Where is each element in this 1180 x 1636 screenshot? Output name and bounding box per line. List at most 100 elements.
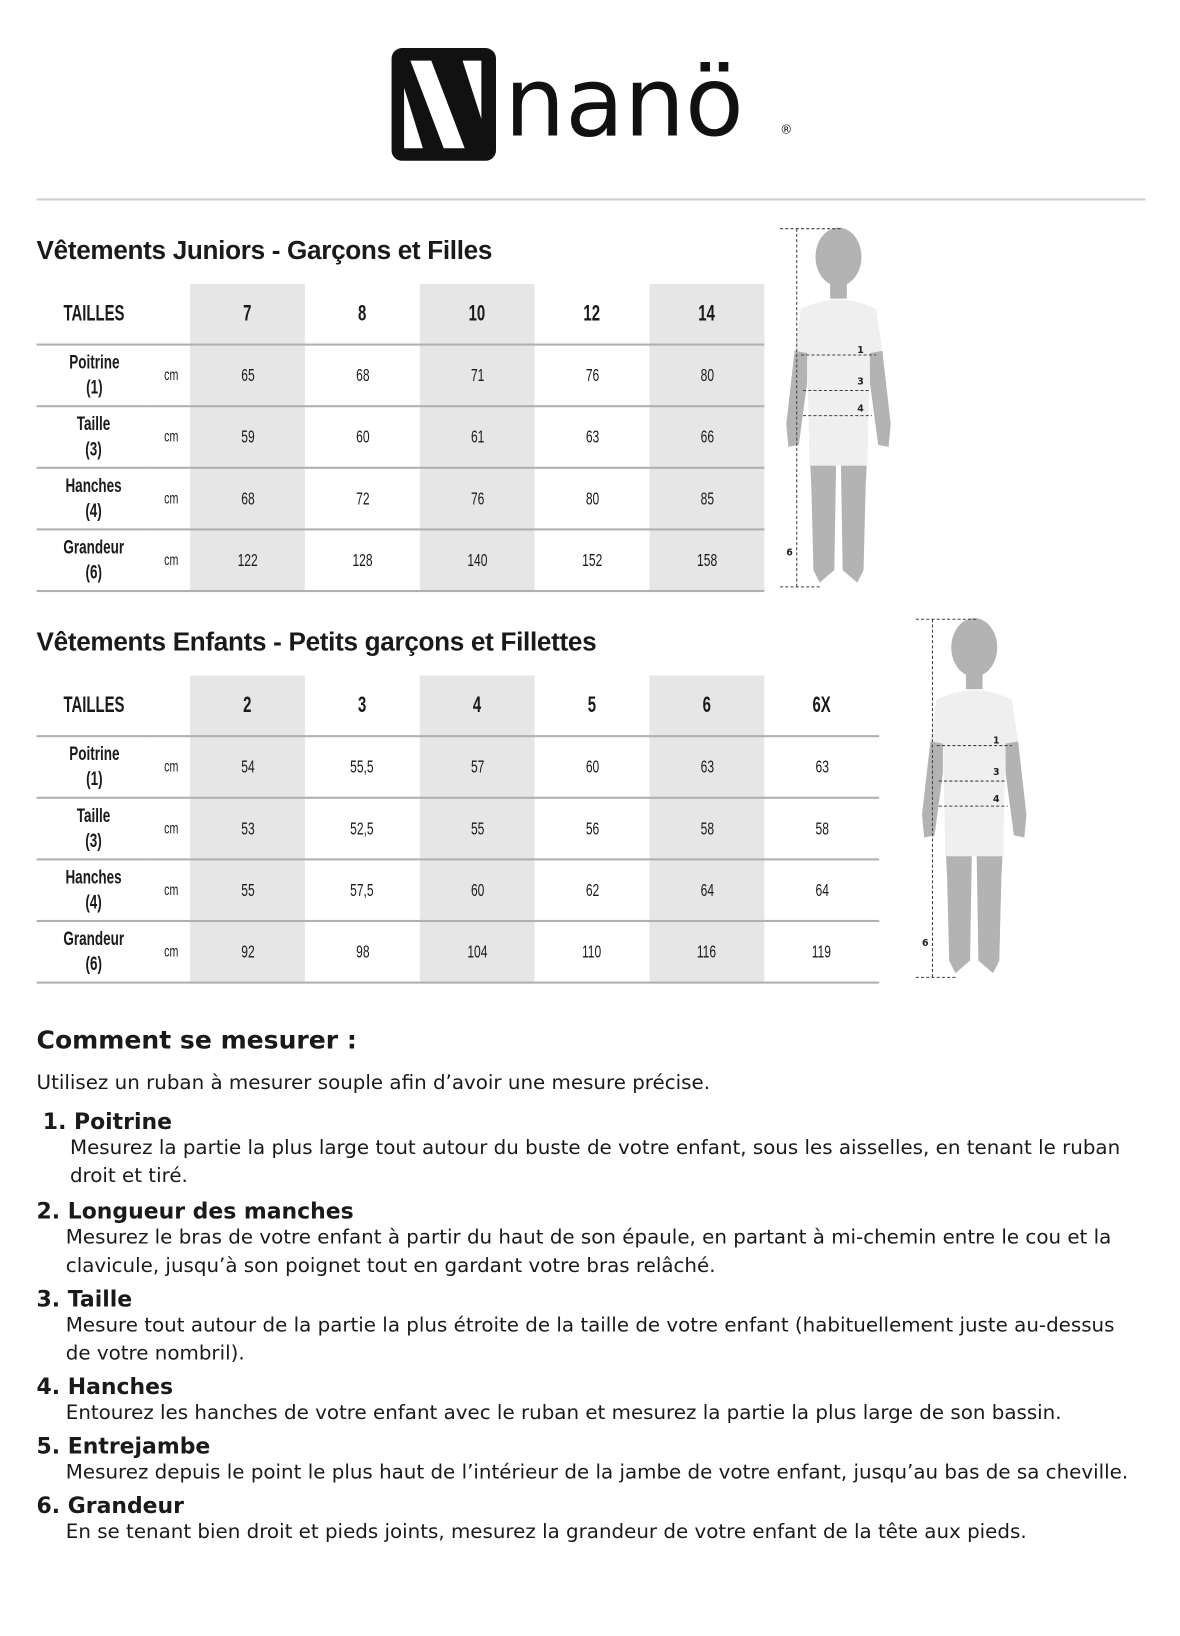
- nano-logo: nanö ®: [389, 46, 807, 167]
- measure-value: 68: [240, 488, 255, 509]
- howto-item: 2. Longueur des manches Mesurez le bras d…: [37, 1199, 1133, 1280]
- measure-value: 60: [355, 426, 370, 447]
- unit-label: cm: [163, 365, 178, 384]
- unit-label: cm: [163, 757, 178, 776]
- measure-value: 62: [585, 879, 599, 900]
- measure-value: 64: [700, 879, 714, 900]
- measure-value: 60: [470, 879, 484, 900]
- unit-label: cm: [163, 880, 178, 899]
- measure-value: 104: [467, 941, 488, 962]
- howto-item-text: En se tenant bien droit et pieds joints,…: [65, 1520, 1027, 1544]
- measure-label: Hanches (4): [65, 866, 123, 914]
- howto-title: Comment se mesurer :: [36, 1025, 357, 1055]
- sizes-header: TAILLES: [63, 301, 125, 326]
- measure-value: 55,5: [350, 756, 375, 777]
- mark-6: 6: [786, 548, 793, 559]
- measure-value: 122: [237, 549, 258, 570]
- table-row: Poitrine (1) cm 54 55,5 57 60 63 63: [36, 735, 880, 798]
- howto-item: 6. Grandeur En se tenant bien droit et pi…: [37, 1493, 1133, 1546]
- child-silhouette-icon: 1 3 4 6: [780, 227, 891, 588]
- measure-value: 63: [585, 426, 599, 447]
- howto-item: 3. Taille Mesure tout autour de la partie…: [37, 1286, 1133, 1367]
- measure-value: 58: [700, 818, 714, 838]
- measure-value: 152: [581, 549, 603, 570]
- measure-value: 76: [470, 488, 484, 509]
- measure-value: 58: [815, 818, 829, 838]
- howto-item-title: 4. Hanches: [36, 1374, 174, 1400]
- howto-item-title: 6. Grandeur: [36, 1493, 184, 1519]
- mark-3: 3: [857, 376, 864, 387]
- measure-value: 63: [700, 756, 714, 777]
- measure-value: 85: [700, 488, 714, 509]
- howto-item-text: Entourez les hanches de votre enfant ave…: [65, 1401, 1062, 1425]
- measure-value: 72: [355, 488, 370, 509]
- measure-label: Taille (3): [77, 412, 111, 460]
- measure-value: 116: [697, 941, 717, 962]
- size-label: 7: [243, 301, 252, 326]
- howto-item-text: Mesure tout autour de la partie la plus …: [65, 1313, 1115, 1365]
- mark-4: 4: [857, 403, 864, 414]
- kids-size-table: TAILLES 2 3 4 5 6 6X Poitrine (1) cm 54 55,5 57 60 63 6…: [36, 675, 880, 984]
- measure-value: 55: [240, 879, 255, 900]
- size-label: 6: [702, 692, 712, 717]
- howto-item: 5. Entrejambe Mesurez depuis le point le …: [37, 1434, 1133, 1487]
- measure-value: 128: [352, 549, 373, 570]
- measure-value: 66: [700, 426, 714, 447]
- unit-label: cm: [163, 489, 178, 507]
- howto-item-text: Mesurez la partie la plus large tout aut…: [69, 1136, 1121, 1188]
- header-row: TAILLES 2 3 4 5 6 6X: [37, 675, 880, 737]
- svg-text:nanö: nanö: [504, 47, 743, 159]
- size-label: 6X: [812, 692, 831, 717]
- mark-1: 1: [857, 345, 864, 356]
- measure-label: Grandeur (6): [63, 927, 125, 975]
- measure-value: 52,5: [350, 818, 375, 838]
- size-label: 8: [358, 301, 367, 326]
- howto-intro: Utilisez un ruban à mesurer souple afin …: [36, 1071, 711, 1095]
- measure-value: 68: [355, 364, 370, 385]
- measure-label: Poitrine (1): [68, 742, 120, 790]
- table-row: Hanches (4) cm 55 57,5 60 62 64 64: [36, 858, 880, 921]
- howto-item-text: Mesurez le bras de votre enfant à partir…: [65, 1225, 1112, 1278]
- measure-value: 64: [815, 879, 829, 900]
- table-row: Grandeur (6) cm 92 98 104 110 116 119: [36, 919, 880, 984]
- juniors-size-table: TAILLES 7 8 10 12 14 Poitrine (1) cm 65 68 71 76 80 Ta…: [36, 284, 765, 593]
- howto-item-title: 3. Taille: [36, 1286, 133, 1312]
- measure-value: 61: [470, 426, 484, 447]
- howto-list: 1. Poitrine Mesurez la partie la plus lar…: [37, 1109, 1133, 1553]
- measure-value: 57: [470, 756, 484, 777]
- measure-value: 119: [812, 941, 832, 962]
- size-label: 14: [698, 301, 716, 326]
- child-measure-figure: 1 3 4 6: [914, 616, 1031, 986]
- table-row: Poitrine (1) cm 65 68 71 76 80: [36, 343, 765, 407]
- howto-item-text: Mesurez depuis le point le plus haut de …: [65, 1460, 1129, 1484]
- measure-value: 140: [467, 549, 488, 570]
- howto-item: 1. Poitrine Mesurez la partie la plus lar…: [37, 1109, 1133, 1190]
- unit-label: cm: [163, 427, 178, 446]
- measure-value: 98: [355, 941, 370, 962]
- measure-value: 110: [582, 941, 602, 962]
- howto-item-title: 5. Entrejambe: [36, 1433, 211, 1459]
- mark-1: 1: [993, 735, 1000, 746]
- measure-value: 80: [585, 488, 599, 509]
- measure-value: 59: [240, 426, 255, 447]
- measure-value: 80: [700, 364, 714, 385]
- size-label: 10: [468, 301, 486, 326]
- mark-6: 6: [922, 938, 929, 949]
- size-label: 3: [358, 692, 367, 717]
- howto-item-title: 1. Poitrine: [42, 1108, 172, 1135]
- measure-label: Grandeur (6): [63, 536, 125, 584]
- mark-4: 4: [993, 794, 1000, 805]
- size-label: 12: [583, 301, 601, 326]
- logo-mark-icon: nanö ®: [391, 47, 793, 161]
- sizes-header: TAILLES: [63, 692, 125, 717]
- measure-value: 57,5: [350, 879, 375, 900]
- howto-item: 4. Hanches Entourez les hanches de votre …: [37, 1374, 1133, 1427]
- measure-value: 76: [585, 364, 599, 385]
- unit-label: cm: [163, 819, 178, 837]
- kids-title: Vêtements Enfants - Petits garçons et Fi…: [36, 627, 597, 657]
- table-row: Hanches (4) cm 68 72 76 80 85: [36, 466, 765, 530]
- unit-label: cm: [163, 942, 178, 961]
- measure-value: 53: [240, 818, 255, 838]
- size-label: 2: [243, 692, 252, 717]
- child-silhouette-icon: 1 3 4 6: [915, 618, 1027, 978]
